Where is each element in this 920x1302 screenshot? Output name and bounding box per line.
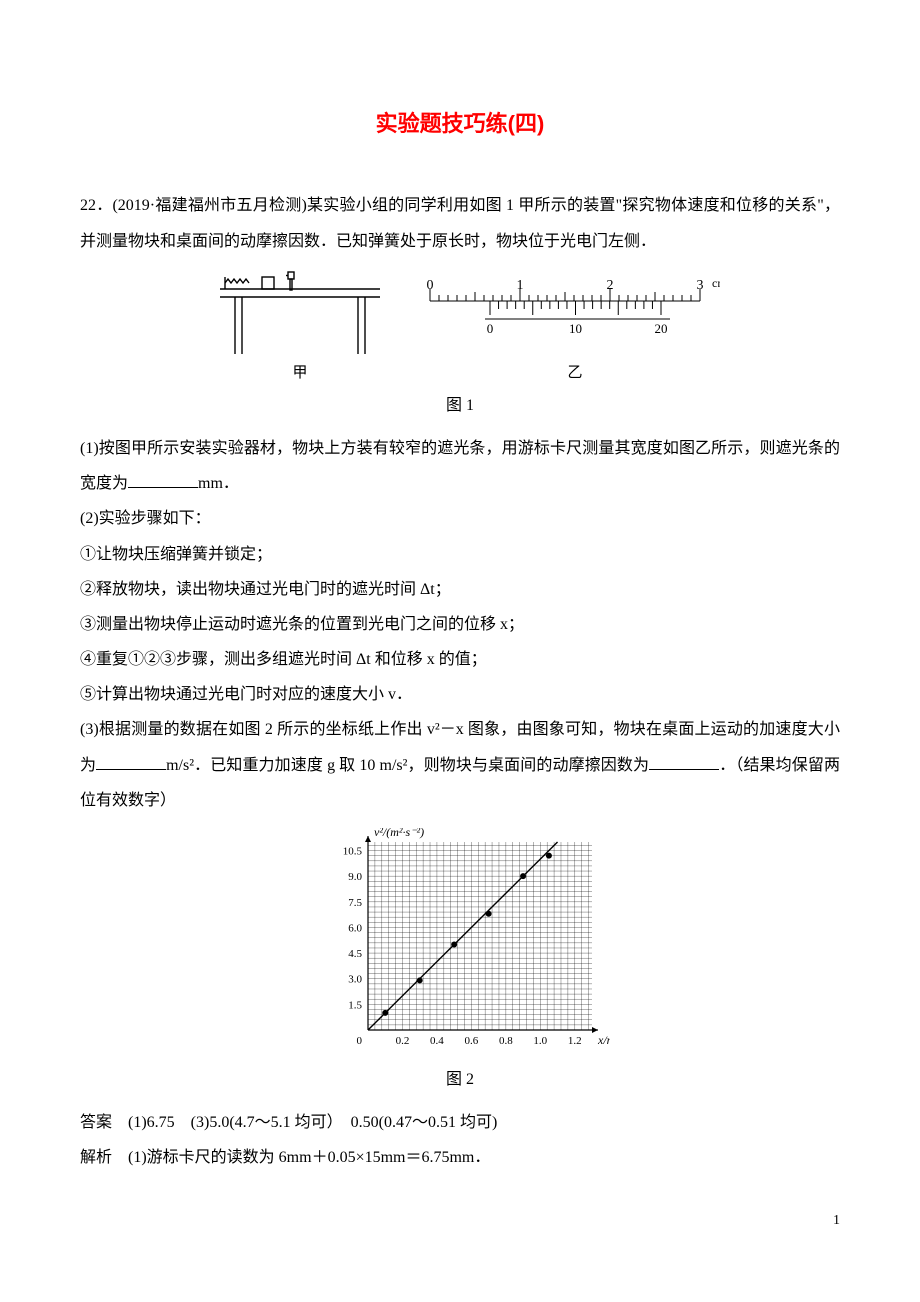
svg-text:0.2: 0.2 — [396, 1035, 410, 1047]
page-title: 实验题技巧练(四) — [80, 100, 840, 148]
blank-3 — [649, 753, 719, 770]
p1-text-b: mm． — [198, 475, 239, 492]
step-4: ④重复①②③步骤，测出多组遮光时间 Δt 和位移 x 的值； — [80, 642, 840, 677]
svg-text:2: 2 — [607, 278, 614, 293]
svg-text:0.4: 0.4 — [430, 1035, 444, 1047]
label-jia: 甲 — [292, 365, 307, 381]
p3-text-b: m/s²．已知重力加速度 g 取 10 m/s²，则物块与桌面间的动摩擦因数为 — [166, 757, 649, 774]
question-number: 22． — [80, 197, 112, 214]
svg-text:0: 0 — [427, 278, 434, 293]
page-number: 1 — [80, 1206, 840, 1237]
blank-2 — [96, 753, 166, 770]
step-1: ①让物块压缩弹簧并锁定； — [80, 537, 840, 572]
svg-text:x/m: x/m — [597, 1033, 610, 1047]
svg-text:10.5: 10.5 — [343, 846, 363, 858]
svg-text:3.0: 3.0 — [348, 974, 362, 986]
svg-text:9.0: 9.0 — [348, 871, 362, 883]
svg-text:3: 3 — [697, 278, 704, 293]
explain-line: 解析 (1)游标卡尺的读数为 6mm＋0.05×15mm＝6.75mm． — [80, 1140, 840, 1175]
svg-text:10: 10 — [569, 321, 582, 336]
blank-1 — [128, 471, 198, 488]
svg-text:4.5: 4.5 — [348, 948, 362, 960]
svg-text:1.2: 1.2 — [568, 1035, 582, 1047]
explain-text: (1)游标卡尺的读数为 6mm＋0.05×15mm＝6.75mm． — [128, 1149, 490, 1166]
svg-text:6.0: 6.0 — [348, 922, 362, 934]
question-source: (2019·福建福州市五月检测) — [112, 197, 306, 214]
label-yi: 乙 — [567, 365, 582, 381]
vernier-icon: 0 1 2 3 cm 0 10 20 — [427, 276, 721, 336]
apparatus-table-icon — [220, 272, 380, 354]
figure-2-caption: 图 2 — [80, 1062, 840, 1097]
svg-text:cm: cm — [712, 276, 720, 290]
svg-text:7.5: 7.5 — [348, 897, 362, 909]
svg-text:v²/(m²·s⁻²): v²/(m²·s⁻²) — [374, 828, 424, 839]
svg-text:1.5: 1.5 — [348, 999, 362, 1011]
part-3: (3)根据测量的数据在如图 2 所示的坐标纸上作出 v²－x 图象，由图象可知，… — [80, 712, 840, 818]
part-1: (1)按图甲所示安装实验器材，物块上方装有较窄的遮光条，用游标卡尺测量其宽度如图… — [80, 431, 840, 501]
step-2: ②释放物块，读出物块通过光电门时的遮光时间 Δt； — [80, 572, 840, 607]
figure-1: 甲 0 1 2 3 cm 0 10 20 乙 — [80, 269, 840, 384]
answer-label: 答案 — [80, 1114, 128, 1131]
answer-line: 答案 (1)6.75 (3)5.0(4.7～5.1 均可） 0.50(0.47～… — [80, 1105, 840, 1140]
svg-text:20: 20 — [655, 321, 668, 336]
svg-text:0: 0 — [357, 1035, 363, 1047]
figure-1-caption: 图 1 — [80, 388, 840, 423]
figure-2: 0.2 0.4 0.6 0.8 1.0 1.2 1.5 3.0 4.5 6.0 7.5 9.0 10.5… — [80, 828, 840, 1058]
svg-text:0.6: 0.6 — [465, 1035, 479, 1047]
part-2: (2)实验步骤如下： — [80, 501, 840, 536]
svg-text:1.0: 1.0 — [533, 1035, 547, 1047]
svg-text:0: 0 — [487, 321, 494, 336]
step-5: ⑤计算出物块通过光电门时对应的速度大小 v． — [80, 677, 840, 712]
answer-text: (1)6.75 (3)5.0(4.7～5.1 均可） 0.50(0.47～0.5… — [128, 1114, 497, 1131]
question-intro: 22．(2019·福建福州市五月检测)某实验小组的同学利用如图 1 甲所示的装置… — [80, 188, 840, 258]
svg-text:1: 1 — [517, 278, 524, 293]
explain-label: 解析 — [80, 1149, 128, 1166]
step-3: ③测量出物块停止运动时遮光条的位置到光电门之间的位移 x； — [80, 607, 840, 642]
svg-text:0.8: 0.8 — [499, 1035, 513, 1047]
